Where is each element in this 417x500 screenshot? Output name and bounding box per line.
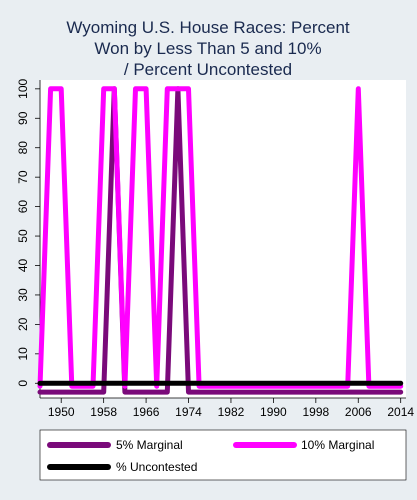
chart-title-line-3: / Percent Uncontested	[124, 60, 292, 79]
y-tick-label: 30	[16, 288, 30, 302]
y-tick-label: 70	[16, 170, 30, 184]
y-tick-label: 100	[16, 79, 30, 99]
y-tick-label: 50	[16, 229, 30, 243]
y-tick-label: 0	[16, 380, 30, 387]
legend-label-uncontested: % Uncontested	[116, 460, 197, 474]
legend: 5% Marginal 10% Marginal % Uncontested	[39, 429, 407, 481]
y-tick-label: 80	[16, 141, 30, 155]
x-tick-label: 1966	[133, 405, 160, 419]
y-tick-label: 10	[16, 347, 30, 361]
x-axis: 1950 1958 1966 1974 1982 1990 1998 2006 2014	[40, 397, 414, 419]
chart-title-line-2: Won by Less Than 5 and 10%	[94, 39, 321, 58]
x-tick-label: 1998	[302, 405, 329, 419]
x-tick-label: 2006	[345, 405, 372, 419]
y-axis: 0 10 20 30 40 50 60 70 80 90 100	[16, 79, 41, 398]
x-tick-label: 1974	[175, 405, 202, 419]
series-line-5pct-marginal	[37, 86, 404, 395]
chart-title-line-1: Wyoming U.S. House Races: Percent	[66, 18, 350, 37]
x-tick-label: 1950	[48, 405, 75, 419]
legend-box	[39, 429, 407, 481]
y-tick-label: 90	[16, 111, 30, 125]
y-tick-label: 20	[16, 317, 30, 331]
legend-label-10pct: 10% Marginal	[301, 438, 374, 452]
series-line-10pct-marginal	[37, 86, 404, 389]
series-lines	[37, 86, 404, 395]
y-tick-label: 40	[16, 259, 30, 273]
x-tick-label: 1958	[90, 405, 117, 419]
y-tick-label: 60	[16, 200, 30, 214]
legend-label-5pct: 5% Marginal	[116, 438, 183, 452]
x-tick-label: 1982	[218, 405, 245, 419]
x-tick-label: 1990	[260, 405, 287, 419]
x-tick-label: 2014	[387, 405, 414, 419]
